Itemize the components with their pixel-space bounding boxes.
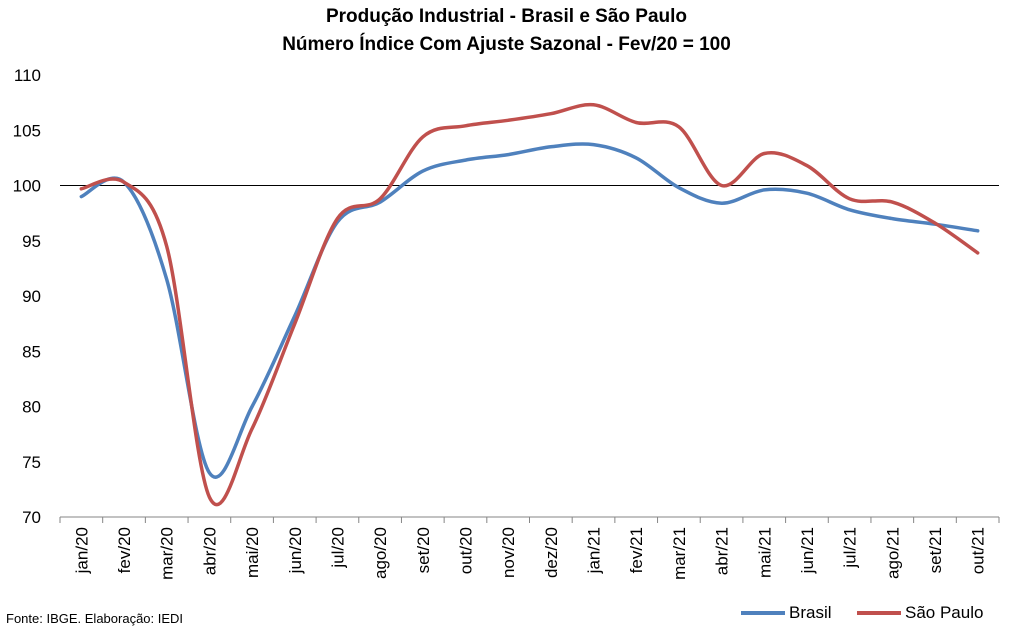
legend-item-sao-paulo: São Paulo	[857, 603, 983, 623]
series-line-brasil	[79, 142, 980, 479]
x-tick-label: nov/20	[499, 527, 518, 578]
x-tick-label: jan/21	[585, 527, 604, 574]
x-tick-label: set/21	[926, 527, 945, 573]
x-tick-label: fev/21	[627, 527, 646, 573]
chart-subtitle: Número Índice Com Ajuste Sazonal - Fev/2…	[282, 34, 731, 55]
legend-swatch-brasil	[741, 611, 785, 615]
x-tick-label: out/20	[456, 527, 475, 574]
y-tick-label: 95	[22, 232, 41, 251]
x-tick-label: mar/21	[670, 527, 689, 580]
x-tick-label: mai/20	[243, 527, 262, 578]
x-tick-label: mai/21	[755, 527, 774, 578]
x-tick-label: out/21	[969, 527, 988, 574]
y-tick-label: 90	[22, 287, 41, 306]
x-tick-label: jul/21	[841, 527, 860, 569]
series-line-sao-paulo	[79, 102, 980, 507]
y-tick-label: 85	[22, 342, 41, 361]
x-tick-label: mar/20	[158, 527, 177, 580]
x-tick-label: set/20	[414, 527, 433, 573]
x-tick-label: fev/20	[115, 527, 134, 573]
x-tick-label: dez/20	[542, 527, 561, 578]
x-tick-label: jul/20	[328, 527, 347, 569]
y-tick-label: 75	[22, 453, 41, 472]
legend-label-sao-paulo: São Paulo	[905, 603, 984, 622]
y-tick-label: 100	[13, 177, 41, 196]
x-tick-label: jan/20	[72, 527, 91, 574]
x-tick-label: abr/20	[200, 527, 219, 575]
x-tick-label: ago/21	[883, 527, 902, 579]
x-tick-label: jun/21	[798, 527, 817, 574]
y-tick-label: 105	[13, 121, 41, 140]
chart-title: Produção Industrial - Brasil e São Paulo	[325, 6, 688, 27]
y-tick-label: 70	[22, 508, 41, 527]
x-tick-label: abr/21	[713, 527, 732, 575]
y-tick-label: 80	[22, 398, 41, 417]
source-note: Fonte: IBGE. Elaboração: IEDI	[6, 611, 184, 626]
legend-swatch-sao-paulo	[857, 611, 901, 615]
legend-item-brasil: Brasil	[741, 603, 832, 623]
x-tick-label: ago/20	[371, 527, 390, 579]
y-tick-label: 110	[14, 66, 41, 85]
x-tick-label: jun/20	[286, 527, 305, 574]
legend-label-brasil: Brasil	[789, 603, 832, 622]
